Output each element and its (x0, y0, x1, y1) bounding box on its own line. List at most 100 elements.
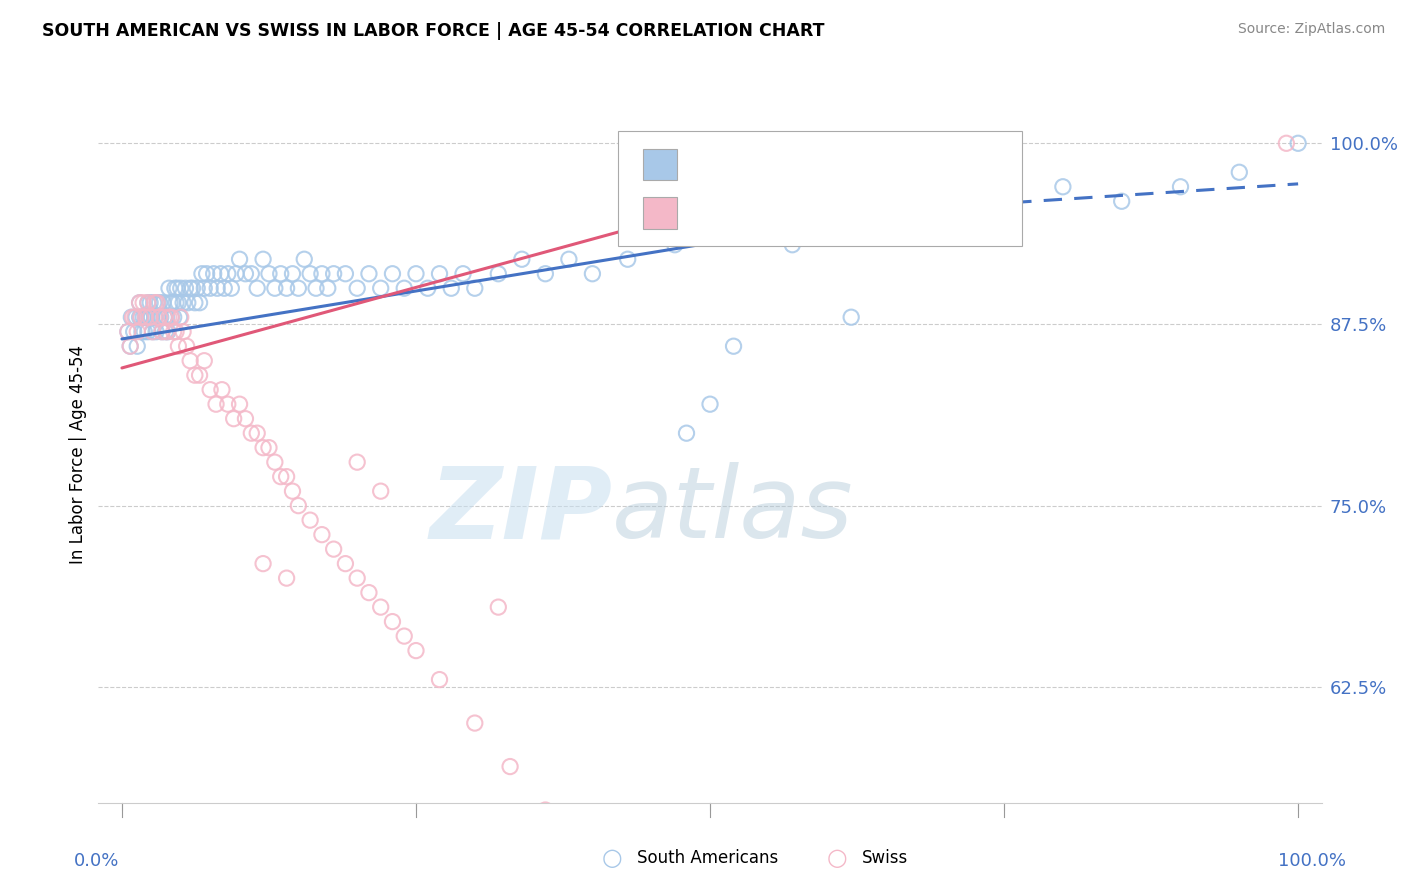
Point (322, 267, 344, 281)
Point (534, 803, 557, 817)
Point (440, 281, 463, 295)
Point (235, 267, 257, 281)
Point (335, 267, 357, 281)
Point (202, 267, 225, 281)
Point (235, 411, 257, 425)
Point (209, 267, 232, 281)
Point (162, 295, 184, 310)
Point (217, 397, 239, 411)
Point (181, 281, 204, 295)
Point (299, 513, 322, 527)
Point (134, 310, 156, 325)
Point (195, 267, 218, 281)
Point (157, 281, 180, 295)
Point (142, 295, 165, 310)
Point (1170, 179, 1192, 194)
Point (205, 281, 228, 295)
Point (150, 325, 173, 339)
Point (292, 252, 315, 267)
Text: ZIP: ZIP (429, 462, 612, 559)
Point (252, 441, 274, 455)
Point (246, 281, 269, 295)
Point (134, 310, 156, 325)
Point (188, 295, 211, 310)
Point (416, 281, 439, 295)
Point (120, 310, 142, 325)
Point (451, 267, 474, 281)
Point (163, 310, 186, 325)
Point (429, 267, 451, 281)
Text: atlas: atlas (612, 462, 853, 559)
Text: SOUTH AMERICAN VS SWISS IN LABOR FORCE | AGE 45-54 CORRELATION CHART: SOUTH AMERICAN VS SWISS IN LABOR FORCE |… (42, 22, 825, 40)
Point (138, 310, 160, 325)
Point (370, 484, 392, 499)
Point (160, 310, 183, 325)
Point (149, 310, 172, 325)
Point (429, 673, 451, 687)
Point (335, 557, 357, 571)
Point (198, 281, 221, 295)
Point (120, 339, 142, 353)
Point (169, 310, 191, 325)
Point (276, 281, 298, 295)
Point (581, 267, 603, 281)
Point (675, 426, 697, 441)
Point (381, 267, 404, 281)
Point (370, 600, 392, 615)
Point (122, 325, 145, 339)
Point (217, 267, 239, 281)
Point (166, 281, 188, 295)
Point (322, 542, 344, 557)
Point (311, 267, 333, 281)
Point (257, 267, 280, 281)
Point (150, 325, 173, 339)
Point (1286, 136, 1309, 151)
Point (346, 571, 368, 585)
Point (129, 310, 152, 325)
Point (127, 325, 149, 339)
Point (270, 267, 292, 281)
Point (139, 310, 162, 325)
Point (156, 325, 179, 339)
Point (184, 295, 207, 310)
Text: R = 0.316   N = 115: R = 0.316 N = 115 (688, 153, 870, 171)
Point (136, 325, 159, 339)
Point (120, 339, 142, 353)
Point (299, 267, 322, 281)
Point (134, 325, 156, 339)
Point (240, 426, 263, 441)
Text: R = 0.353   N =  66: R = 0.353 N = 66 (688, 202, 865, 220)
Point (170, 281, 193, 295)
Point (184, 368, 207, 383)
Point (135, 310, 157, 325)
Point (357, 267, 380, 281)
Point (993, 179, 1015, 194)
Point (281, 484, 304, 499)
Point (464, 716, 486, 731)
Point (1052, 179, 1074, 194)
FancyBboxPatch shape (619, 131, 1022, 246)
Text: 0.0%: 0.0% (75, 852, 120, 870)
Point (167, 339, 190, 353)
Point (405, 267, 427, 281)
Point (1111, 194, 1133, 209)
Point (346, 455, 368, 469)
Point (486, 267, 509, 281)
Point (172, 325, 194, 339)
Point (934, 194, 956, 209)
Bar (643, 149, 678, 180)
Point (128, 295, 150, 310)
Point (129, 310, 152, 325)
Point (149, 295, 172, 310)
Point (664, 237, 686, 252)
Point (128, 295, 150, 310)
Point (128, 310, 150, 325)
Point (222, 411, 245, 425)
Point (146, 295, 169, 310)
Point (176, 339, 198, 353)
Point (124, 310, 146, 325)
Point (263, 281, 285, 295)
Point (405, 643, 427, 657)
Point (143, 310, 166, 325)
Point (817, 223, 839, 237)
